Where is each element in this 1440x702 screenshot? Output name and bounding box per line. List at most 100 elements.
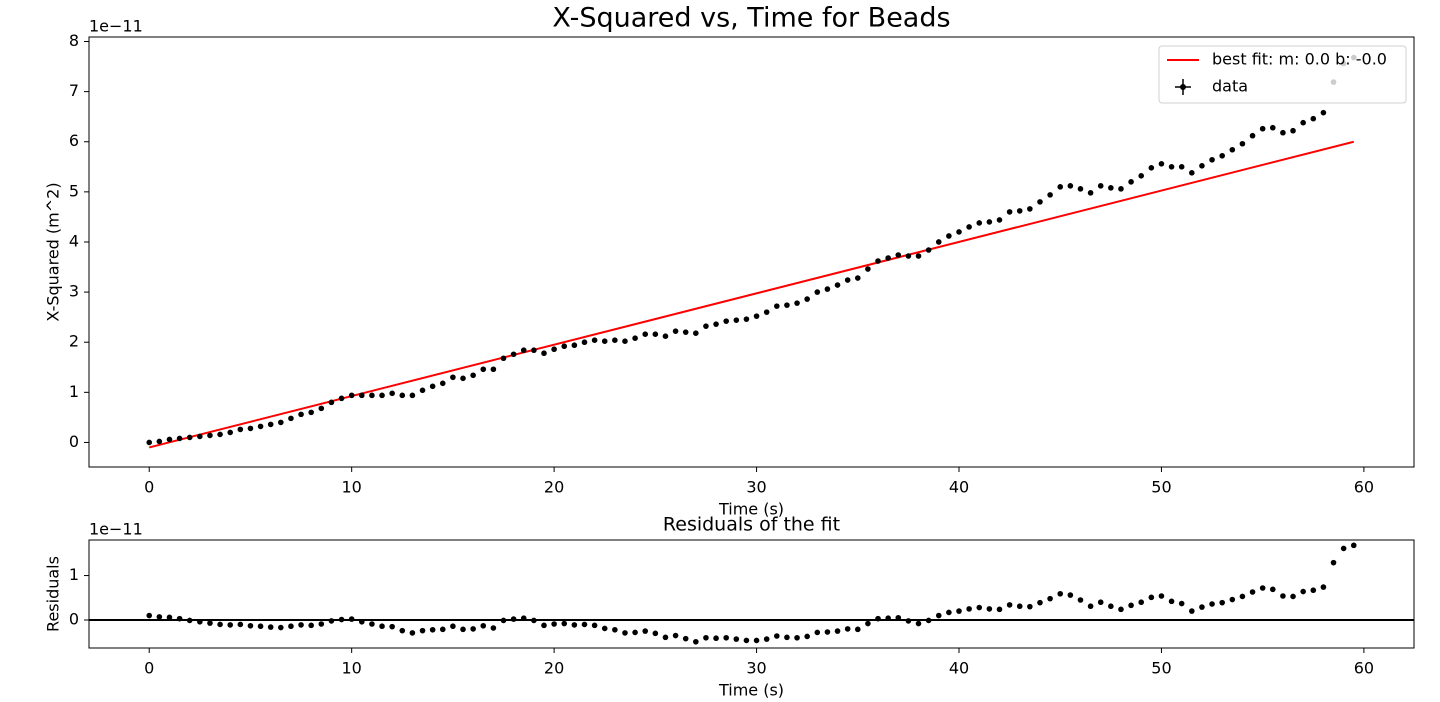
- data-point: [834, 628, 841, 634]
- data-point: [804, 633, 810, 640]
- data-point: [247, 425, 254, 432]
- x-tick-label: 50: [1151, 478, 1171, 497]
- data-point: [460, 626, 466, 633]
- data-point: [348, 392, 355, 399]
- data-point: [1097, 599, 1104, 606]
- y-offset-label: 1e−11: [89, 17, 143, 36]
- y-tick-label: 3: [69, 282, 79, 301]
- data-point: [1189, 608, 1195, 614]
- data-point: [1077, 186, 1084, 192]
- data-point: [1290, 127, 1296, 134]
- data-point: [763, 636, 770, 642]
- data-point: [298, 411, 304, 418]
- data-point: [267, 624, 274, 630]
- x-axis-label: Time (s): [718, 681, 784, 700]
- data-point: [1300, 588, 1306, 595]
- data-point: [693, 330, 699, 336]
- data-point: [1189, 170, 1195, 176]
- legend-label: best fit: m: 0.0 b: -0.0: [1212, 50, 1387, 69]
- data-point: [976, 220, 983, 226]
- data-point: [561, 343, 568, 350]
- x-tick-label: 60: [1354, 478, 1374, 497]
- data-point: [591, 622, 598, 629]
- data-point: [1158, 160, 1165, 167]
- data-point: [622, 338, 628, 345]
- data-point: [1320, 584, 1327, 590]
- data-point: [854, 626, 861, 633]
- data-point: [1239, 140, 1246, 147]
- data-point: [1350, 542, 1357, 549]
- x-tick-label: 40: [949, 659, 969, 678]
- data-point: [652, 331, 659, 337]
- data-point: [197, 433, 203, 440]
- data-point: [1128, 179, 1134, 185]
- data-point: [601, 338, 608, 345]
- data-point: [672, 328, 679, 334]
- data-point: [470, 626, 476, 632]
- data-point: [1199, 604, 1205, 610]
- data-point: [935, 239, 942, 245]
- data-point: [369, 621, 375, 627]
- x-axis-label: Time (s): [718, 500, 784, 519]
- data-point: [672, 632, 679, 639]
- data-point: [875, 615, 881, 622]
- data-point: [1280, 129, 1286, 136]
- data-point: [257, 423, 264, 430]
- data-point: [146, 612, 153, 619]
- data-point: [520, 347, 527, 354]
- data-point: [693, 638, 699, 645]
- data-point: [895, 614, 902, 621]
- data-point: [146, 439, 153, 446]
- x-tick-label: 20: [544, 478, 564, 497]
- data-point: [1239, 593, 1246, 600]
- data-point: [662, 634, 669, 641]
- data-point: [1229, 146, 1236, 153]
- x-tick-label: 10: [341, 478, 361, 497]
- data-point: [1118, 186, 1124, 192]
- data-point: [804, 296, 810, 302]
- data-point: [1249, 132, 1256, 139]
- data-point: [703, 634, 709, 641]
- data-point: [865, 620, 871, 627]
- data-point: [976, 604, 983, 611]
- data-point: [652, 630, 659, 637]
- data-point: [257, 623, 264, 630]
- data-point: [1168, 598, 1175, 605]
- legend-label: data: [1212, 77, 1248, 96]
- data-point: [854, 275, 861, 281]
- axes-frame: [88, 36, 1415, 468]
- plot-area: [89, 540, 1414, 648]
- data-point: [247, 622, 254, 629]
- data-point: [338, 616, 345, 623]
- data-point: [1259, 585, 1266, 591]
- data-point: [986, 219, 993, 225]
- data-point: [409, 392, 416, 399]
- data-point: [1320, 109, 1327, 116]
- data-point: [166, 436, 173, 443]
- data-point: [1047, 595, 1053, 602]
- data-point: [844, 277, 851, 283]
- data-point: [946, 233, 952, 239]
- data-point: [541, 622, 547, 629]
- data-point: [369, 392, 375, 399]
- y-axis-label: X-Squared (m^2): [44, 182, 63, 321]
- data-point: [278, 419, 284, 426]
- data-point: [1057, 184, 1064, 190]
- y-tick-label: 5: [69, 181, 79, 200]
- data-point: [176, 615, 183, 622]
- data-point: [743, 637, 750, 644]
- x-tick-label: 30: [746, 478, 766, 497]
- data-point: [794, 634, 800, 641]
- data-point: [713, 635, 719, 642]
- data-point: [480, 622, 487, 629]
- data-point: [956, 229, 962, 235]
- y-tick-label: 1: [69, 565, 79, 584]
- data-point: [358, 392, 365, 399]
- data-point: [399, 627, 406, 634]
- data-point: [986, 606, 993, 612]
- data-point: [267, 421, 274, 428]
- data-point: [814, 289, 821, 295]
- data-point: [186, 617, 193, 624]
- data-point: [217, 621, 223, 628]
- chart-title: Residuals of the fit: [663, 514, 840, 536]
